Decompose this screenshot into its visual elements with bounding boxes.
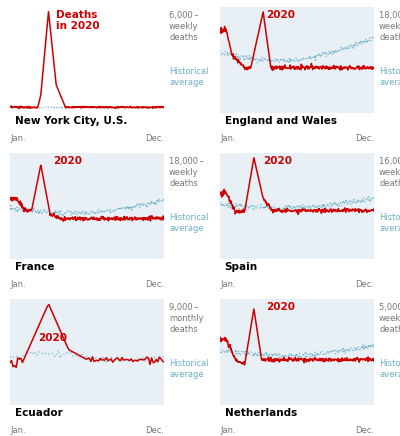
Text: Jan.: Jan. bbox=[220, 426, 236, 435]
Text: Dec.: Dec. bbox=[145, 134, 164, 143]
Text: 5,000 –
weekly
deaths: 5,000 – weekly deaths bbox=[379, 303, 400, 334]
Text: Dec.: Dec. bbox=[145, 426, 164, 435]
Text: England and Wales: England and Wales bbox=[225, 116, 337, 126]
Text: Jan.: Jan. bbox=[220, 134, 236, 143]
Text: Jan.: Jan. bbox=[10, 426, 26, 435]
Text: 2020: 2020 bbox=[38, 333, 67, 343]
Text: Dec.: Dec. bbox=[145, 280, 164, 289]
Text: Historical
average: Historical average bbox=[169, 359, 209, 379]
Text: Jan.: Jan. bbox=[10, 134, 26, 143]
Text: Jan.: Jan. bbox=[10, 280, 26, 289]
Text: Historical
average: Historical average bbox=[379, 213, 400, 233]
Text: Historical
average: Historical average bbox=[169, 213, 209, 233]
Text: Jan.: Jan. bbox=[220, 280, 236, 289]
Text: Dec.: Dec. bbox=[355, 134, 374, 143]
Text: Deaths
in 2020: Deaths in 2020 bbox=[56, 10, 100, 31]
Text: Netherlands: Netherlands bbox=[225, 409, 297, 418]
Text: Historical
average: Historical average bbox=[169, 67, 209, 87]
Text: 2020: 2020 bbox=[53, 156, 82, 166]
Text: 2020: 2020 bbox=[266, 10, 295, 20]
Text: 18,000 –
weekly
deaths: 18,000 – weekly deaths bbox=[379, 11, 400, 42]
Text: 18,000 –
weekly
deaths: 18,000 – weekly deaths bbox=[169, 157, 204, 188]
Text: 9,000 –
monthly
deaths: 9,000 – monthly deaths bbox=[169, 303, 204, 334]
Text: Dec.: Dec. bbox=[355, 280, 374, 289]
Text: France: France bbox=[15, 262, 54, 272]
Text: Ecuador: Ecuador bbox=[15, 409, 62, 418]
Text: 6,000 –
weekly
deaths: 6,000 – weekly deaths bbox=[169, 11, 199, 42]
Text: Historical
average: Historical average bbox=[379, 67, 400, 87]
Text: Spain: Spain bbox=[225, 262, 258, 272]
Text: New York City, U.S.: New York City, U.S. bbox=[15, 116, 127, 126]
Text: 16,000 –
weekly
deaths: 16,000 – weekly deaths bbox=[379, 157, 400, 188]
Text: Historical
average: Historical average bbox=[379, 359, 400, 379]
Text: 2020: 2020 bbox=[263, 156, 292, 166]
Text: 2020: 2020 bbox=[266, 302, 295, 312]
Text: Dec.: Dec. bbox=[355, 426, 374, 435]
